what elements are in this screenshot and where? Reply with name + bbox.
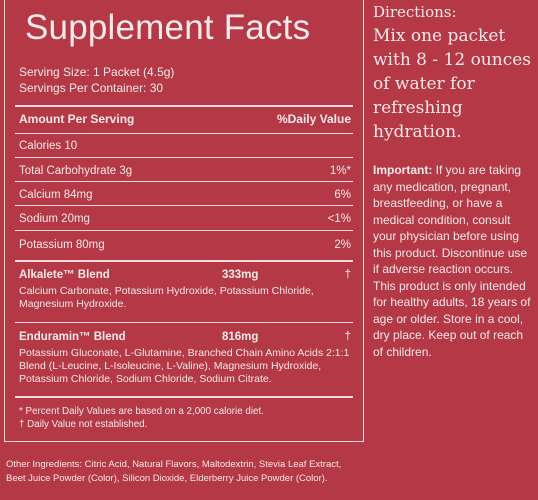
nutrient-name: Sodium 20mg	[19, 213, 90, 225]
nutrient-dv: <1%	[327, 213, 351, 225]
calories-row: Calories 10	[19, 139, 351, 153]
divider	[15, 230, 353, 231]
amount-header-row: Amount Per Serving %Daily Value	[19, 112, 351, 126]
blend-amount: 816mg	[222, 331, 259, 343]
blend-amount: 333mg	[222, 269, 259, 281]
daily-value-label: %Daily Value	[276, 112, 351, 126]
important-text: If you are taking any medication, pregna…	[373, 163, 531, 359]
nutrient-dv: 2%	[334, 239, 351, 251]
blend-name: Alkalete™ Blend	[19, 269, 110, 281]
blend-row: Enduramin™ Blend 816mg †	[19, 330, 351, 344]
directions-label: Directions:	[373, 3, 457, 21]
nutrient-name: Calcium 84mg	[19, 189, 93, 201]
nutrient-row: Calcium 84mg 6%	[19, 188, 351, 202]
divider	[15, 396, 353, 398]
serving-size: Serving Size: 1 Packet (4.5g)	[19, 65, 175, 79]
important-label: Important:	[373, 163, 433, 177]
divider	[15, 322, 353, 323]
divider	[15, 133, 353, 134]
supplement-facts-panel: Supplement Facts Serving Size: 1 Packet …	[4, 0, 364, 442]
blend-row: Alkalete™ Blend 333mg †	[19, 268, 351, 282]
blend-ingredients: Calcium Carbonate, Potassium Hydroxide, …	[19, 285, 314, 310]
nutrient-row: Potassium 80mg 2%	[19, 238, 351, 252]
other-ingredients: Other Ingredients: Citric Acid, Natural …	[6, 459, 342, 484]
nutrient-name: Potassium 80mg	[19, 239, 105, 251]
divider	[15, 205, 353, 206]
nutrient-dv: 6%	[334, 189, 351, 201]
divider	[15, 260, 353, 262]
footnote: † Daily Value not established.	[19, 419, 148, 430]
panel-title: Supplement Facts	[25, 8, 311, 47]
blend-name: Enduramin™ Blend	[19, 331, 126, 343]
nutrient-dv: 1%*	[329, 165, 351, 177]
divider	[15, 181, 353, 182]
blend-ingredients: Potassium Gluconate, L-Glutamine, Branch…	[19, 347, 350, 385]
amount-per-serving-label: Amount Per Serving	[19, 112, 135, 126]
footnote: * Percent Daily Values are based on a 2,…	[19, 406, 264, 417]
blend-dv: †	[344, 331, 351, 343]
divider	[15, 157, 353, 158]
calories-label: Calories 10	[19, 140, 78, 152]
nutrient-row: Total Carbohydrate 3g 1%*	[19, 164, 351, 178]
divider	[15, 105, 353, 107]
servings-per-container: Servings Per Container: 30	[19, 81, 164, 95]
nutrient-row: Sodium 20mg <1%	[19, 212, 351, 226]
blend-dv: †	[344, 269, 351, 281]
important-notice: Important: If you are taking any medicat…	[373, 162, 535, 360]
directions-text: Mix one packet with 8 - 12 ounces of wat…	[373, 26, 532, 142]
nutrient-name: Total Carbohydrate 3g	[19, 165, 133, 177]
